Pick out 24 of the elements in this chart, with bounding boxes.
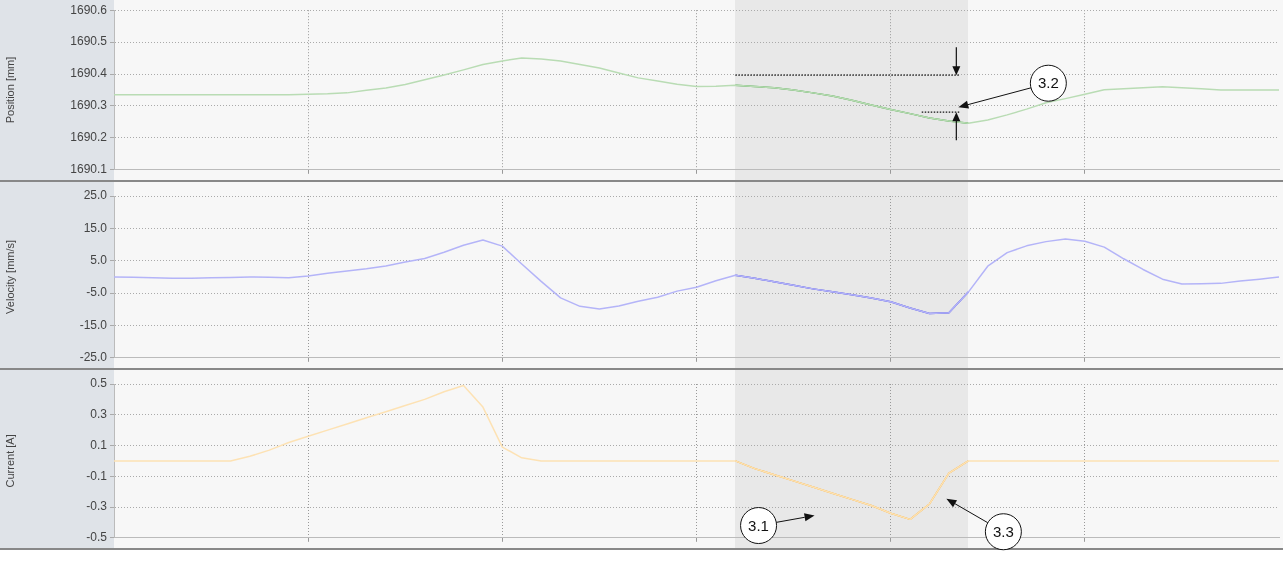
y-tick-label: -0.1 [86,468,108,483]
y-tick-label: -15.0 [79,317,108,332]
y-tick-label: 1690.3 [70,98,108,113]
y-tick-label: 1690.5 [70,34,108,49]
y-axis-title: Velocity [mm/s] [3,239,16,314]
annotation: 3.3 [992,522,1014,540]
y-axis-title: Position [mm] [3,56,16,124]
y-tick-label: 1690.1 [70,162,108,177]
annotation: 3.1 [748,516,769,534]
y-tick-label: 1690.2 [70,130,108,145]
y-tick-label: 1690.6 [70,2,108,17]
y-tick-label: -5.0 [86,285,108,300]
annotation: 3.2 [1037,74,1059,92]
y-tick-label: 1690.4 [70,66,108,81]
y-tick-label: -25.0 [79,350,108,365]
y-tick-label: 15.0 [83,220,108,235]
y-axis-title: Current [A] [3,434,16,488]
y-tick-label: 5.0 [90,253,108,268]
y-tick-label: -0.5 [86,530,108,545]
y-tick-label: 25.0 [83,188,108,203]
y-tick-label: -0.3 [86,499,108,514]
y-tick-label: 0.1 [90,437,108,452]
y-tick-label: 0.3 [90,407,108,422]
y-tick-label: 0.5 [90,376,108,391]
